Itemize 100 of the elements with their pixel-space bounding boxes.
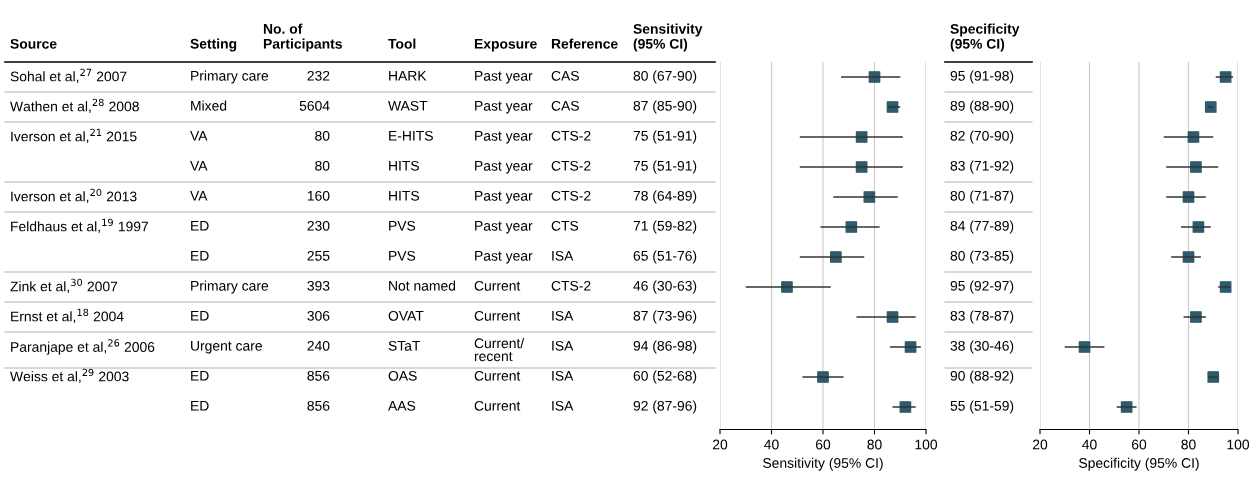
text: Primary care xyxy=(191,280,269,294)
text: Paranjape et al,$^{26}$ 2006 xyxy=(11,339,155,355)
text: HITS xyxy=(389,190,419,201)
text: HARK xyxy=(389,71,427,81)
x-tick-label: 40 xyxy=(1082,439,1097,450)
text: CAS xyxy=(551,100,579,111)
x-tick-label: 100 xyxy=(915,439,938,450)
text: Past year xyxy=(475,131,533,144)
data-label: 80 (71-87) xyxy=(950,190,1014,204)
x-tick-label: 20 xyxy=(1032,439,1048,450)
x-tick-label: 60 xyxy=(815,439,831,450)
text: Urgent care xyxy=(191,341,262,354)
x-tick-label: 80 xyxy=(867,439,882,450)
text: Sohal et al,$^{27}$ 2007 xyxy=(10,68,127,84)
text: 160 xyxy=(307,190,330,201)
category-label: No. of Participants xyxy=(263,23,342,52)
data-label: 83 (71-92) xyxy=(950,160,1014,174)
text: 255 xyxy=(307,250,330,261)
text: OVAT xyxy=(388,310,424,321)
data-label: 83 (78-87) xyxy=(950,310,1014,324)
data-label: 95 (92-97) xyxy=(950,280,1014,294)
text: CTS-2 xyxy=(551,280,591,291)
data-label: 94 (86-98) xyxy=(633,340,697,354)
text: Ernst et al,$^{18}$ 2004 xyxy=(11,308,124,324)
text: 5604 xyxy=(299,100,330,111)
data-label: 55 (51-59) xyxy=(950,400,1014,414)
category-label: Tool xyxy=(388,38,416,49)
data-label: 87 (85-90) xyxy=(633,100,697,114)
text: ED xyxy=(191,221,209,231)
text: Past year xyxy=(475,71,533,84)
text: VA xyxy=(190,191,208,201)
text: Primary care xyxy=(191,70,269,84)
category-label: Reference xyxy=(551,38,618,49)
data-label: 90 (88-92) xyxy=(950,370,1014,384)
text: Current xyxy=(474,370,521,381)
data-label: 80 (67-90) xyxy=(633,70,697,84)
text: VA xyxy=(190,131,208,141)
text: Past year xyxy=(475,191,533,204)
text: 856 xyxy=(307,400,330,411)
x-tick-label: 40 xyxy=(764,439,779,450)
text: ED xyxy=(191,251,209,261)
text: ED xyxy=(191,371,209,381)
text: AAS xyxy=(388,400,416,411)
text: Past year xyxy=(475,221,533,234)
text: Past year xyxy=(475,251,533,264)
category-label: Source xyxy=(10,38,57,49)
text: Past year xyxy=(475,101,533,114)
text: Not named xyxy=(389,280,456,291)
category-label: Setting xyxy=(190,38,237,52)
text: ISA xyxy=(552,310,574,321)
data-label: 38 (30-46) xyxy=(950,340,1014,354)
data-label: 75 (51-91) xyxy=(633,160,697,174)
text: CTS-2 xyxy=(551,160,591,171)
data-label: 65 (51-76) xyxy=(633,250,697,264)
text: Weiss et al,$^{29}$ 2003 xyxy=(10,368,129,384)
text: 856 xyxy=(307,370,330,381)
text: 393 xyxy=(307,280,330,291)
text: Current xyxy=(474,400,521,411)
x-tick-label: 100 xyxy=(1227,439,1250,450)
chart-title: Specificity (95% CI) xyxy=(950,23,1020,52)
text: VA xyxy=(190,161,208,171)
text: Current/ recent xyxy=(474,338,525,362)
x-axis-title: Sensitivity (95% CI) xyxy=(763,457,883,471)
text: 306 xyxy=(307,310,330,321)
text: 80 xyxy=(315,130,330,141)
text: Current xyxy=(474,280,521,291)
text: Wathen et al,$^{28}$ 2008 xyxy=(10,98,139,114)
text: 240 xyxy=(307,340,330,351)
data-label: 71 (59-82) xyxy=(633,220,697,234)
text: Iverson et al,$^{21}$ 2015 xyxy=(11,128,137,144)
data-label: 75 (51-91) xyxy=(633,130,697,144)
data-label: 92 (87-96) xyxy=(633,400,697,414)
text: ISA xyxy=(552,400,574,411)
data-label: 80 (73-85) xyxy=(950,250,1014,264)
text: 80 xyxy=(315,160,330,171)
text: HITS xyxy=(389,160,419,171)
text: PVS xyxy=(389,220,416,231)
data-label: 89 (88-90) xyxy=(950,100,1014,114)
x-tick-label: 20 xyxy=(712,439,728,450)
text: ISA xyxy=(552,250,574,261)
data-label: 78 (64-89) xyxy=(633,190,697,204)
text: Past year xyxy=(475,161,533,174)
data-label: 60 (52-68) xyxy=(633,370,697,384)
x-axis-title: Specificity (95% CI) xyxy=(1079,457,1199,471)
text: CTS xyxy=(551,220,579,231)
text: Mixed xyxy=(191,100,227,111)
text: ED xyxy=(191,311,209,321)
x-tick-label: 60 xyxy=(1131,439,1147,450)
text: Feldhaus et al,$^{19}$ 1997 xyxy=(11,218,149,234)
text: ED xyxy=(191,401,209,411)
data-label: 95 (91-98) xyxy=(950,70,1014,84)
data-label: 82 (70-90) xyxy=(950,130,1014,144)
data-label: 87 (73-96) xyxy=(633,310,697,324)
text: OAS xyxy=(388,370,417,381)
chart-title: Sensitivity (95% CI) xyxy=(633,23,703,52)
text: CTS-2 xyxy=(551,130,591,141)
text: CAS xyxy=(551,70,579,81)
text: CTS-2 xyxy=(551,190,591,201)
category-label: Exposure xyxy=(474,39,537,52)
text: PVS xyxy=(389,250,416,261)
